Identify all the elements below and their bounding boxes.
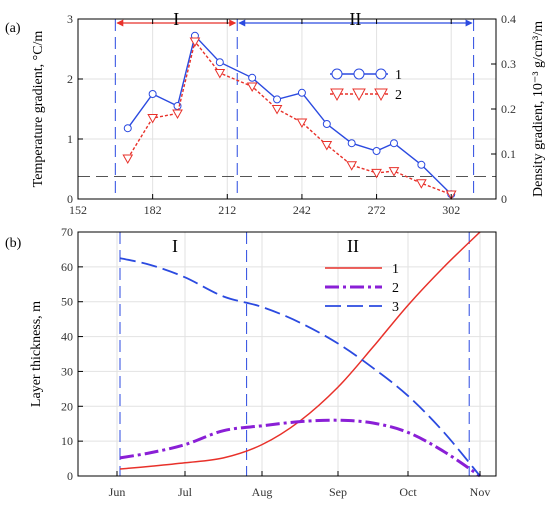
- panel-a-y2label: Density gradient, 10⁻³ g/cm³/m: [531, 21, 546, 197]
- panel-b-period-label: I: [172, 236, 178, 256]
- panel-a-series-2-point: [172, 109, 183, 120]
- panel-b-xtick-label: Oct: [399, 485, 417, 499]
- panel-a-series-2-point: [416, 179, 427, 189]
- panel-b-ytick-label: 60: [61, 260, 73, 274]
- panel-a: (a) I II 152 182 212 242 272 302012300.10.20.3…: [5, 9, 546, 217]
- panel-b-ytick-label: 20: [61, 399, 73, 413]
- panel-a-legend: 12: [330, 68, 402, 103]
- panel-a-legend-marker: [352, 88, 366, 102]
- panel-a-series-2-point: [388, 167, 400, 177]
- panel-a-series-2-point: [271, 105, 283, 115]
- panel-a-series-2-point: [296, 118, 308, 129]
- panel-b-xtick-label: Jun: [109, 485, 126, 499]
- panel-a-ytick-label: 2: [67, 72, 73, 86]
- panel-b-grid: [78, 232, 496, 476]
- panel-b-legend-label: 3: [392, 300, 399, 315]
- panel-a-series-2-point: [147, 114, 158, 124]
- panel-a-series-2-point: [122, 154, 134, 165]
- panel-a-series-1-point: [322, 120, 331, 128]
- panel-b-xtick-label: Jul: [178, 485, 193, 499]
- panel-a-xtick-label: 302: [442, 203, 460, 217]
- panel-b-legend-label: 1: [392, 262, 399, 277]
- panel-a-series: [122, 31, 457, 201]
- panel-a-series-1-point: [148, 90, 157, 98]
- panel-b-series-1-line: [119, 231, 481, 470]
- panel-a-xtick-label: 242: [293, 203, 311, 217]
- panel-b-period-label: II: [347, 236, 359, 256]
- panel-a-ylabel: Temperature gradient, °C/m: [31, 31, 46, 188]
- panel-a-label: (a): [5, 21, 21, 36]
- panel-b-series: [119, 231, 481, 478]
- panel-b-legend: 1 2 3: [325, 262, 399, 315]
- panel-a-ytick-label: 3: [67, 12, 73, 26]
- panel-b-periods: I II: [119, 232, 470, 476]
- panel-a-y2tick-label: 0.2: [501, 102, 516, 116]
- panel-a-series-1-point: [347, 139, 356, 148]
- panel-b-ticks: Jun Jul Aug Sep Oct Nov 0 10 20 30 40 50 60 70: [61, 225, 490, 499]
- panel-a-arrowhead-right: [229, 19, 237, 27]
- panel-a-series-2-point: [346, 161, 358, 171]
- panel-a-ytick-label: 1: [67, 132, 73, 146]
- panel-a-series-2-point: [214, 69, 226, 79]
- panel-a-legend-marker: [374, 88, 388, 102]
- panel-a-series-2-point: [246, 82, 258, 93]
- panel-b-ytick-label: 0: [67, 469, 73, 483]
- panel-a-legend-marker: [353, 68, 365, 80]
- panel-a-periods: I II: [78, 9, 496, 199]
- panel-a-frame: [77, 18, 497, 200]
- panel-b-ytick-label: 30: [61, 364, 73, 378]
- panel-a-xtick-label: 152: [69, 203, 87, 217]
- panel-a-y2tick-label: 0.1: [501, 147, 516, 161]
- panel-a-y2tick-label: 0.4: [501, 12, 516, 26]
- panel-a-y2tick-label: 0.3: [501, 57, 516, 71]
- panel-a-series-1-point: [389, 139, 398, 148]
- panel-b-ylabel: Layer thickness, m: [29, 301, 44, 407]
- panel-b-ytick-label: 40: [61, 330, 73, 344]
- panel-b-xtick-label: Aug: [252, 485, 273, 499]
- panel-a-xtick-label: 182: [144, 203, 162, 217]
- panel-b-xtick-label: Nov: [470, 485, 491, 499]
- panel-b-frame: [77, 231, 497, 477]
- panel-a-ytick-label: 0: [67, 192, 73, 206]
- panel-a-series-1-point: [417, 160, 426, 169]
- panel-b-ytick-label: 10: [61, 434, 73, 448]
- panel-a-arrowhead-left: [238, 19, 246, 27]
- panel-a-legend-marker: [330, 88, 344, 102]
- panel-b: (b) I II Jun Jul Aug Sep Oct Nov01020304050607…: [5, 225, 497, 499]
- panel-a-series-1-point: [123, 124, 132, 133]
- panel-b-legend-label: 2: [392, 281, 399, 296]
- panel-b-series-2-line: [119, 418, 481, 478]
- panel-b-ytick-label: 50: [61, 295, 73, 309]
- panel-b-series-3-line: [119, 257, 481, 477]
- panel-a-grid: [77, 19, 496, 199]
- panel-a-y2tick-label: 0: [501, 192, 507, 206]
- panel-a-legend-label: 1: [395, 68, 402, 83]
- panel-a-series-2-point: [321, 141, 333, 151]
- panel-a-legend-marker: [375, 68, 387, 80]
- panel-a-legend-label: 2: [395, 88, 402, 103]
- panel-a-series-2-point: [371, 168, 382, 179]
- panel-a-series-1-point: [273, 95, 282, 104]
- panel-b-ytick-label: 70: [61, 225, 73, 239]
- panel-b-label: (b): [5, 236, 22, 251]
- panel-a-xtick-label: 272: [368, 203, 386, 217]
- panel-a-arrowhead-right: [465, 19, 473, 27]
- panel-a-series-2-line: [127, 39, 452, 196]
- panel-a-legend-marker: [331, 68, 343, 80]
- panel-b-xtick-label: Sep: [329, 485, 347, 499]
- panel-a-series-1-point: [248, 73, 257, 82]
- panel-a-series-2-point: [189, 37, 201, 48]
- panel-a-series-1-point: [372, 147, 381, 155]
- panel-a-arrowhead-left: [116, 19, 124, 27]
- panel-a-series-1-point: [297, 88, 306, 97]
- panel-a-series-1-point: [215, 58, 224, 67]
- panel-a-xtick-label: 212: [218, 203, 236, 217]
